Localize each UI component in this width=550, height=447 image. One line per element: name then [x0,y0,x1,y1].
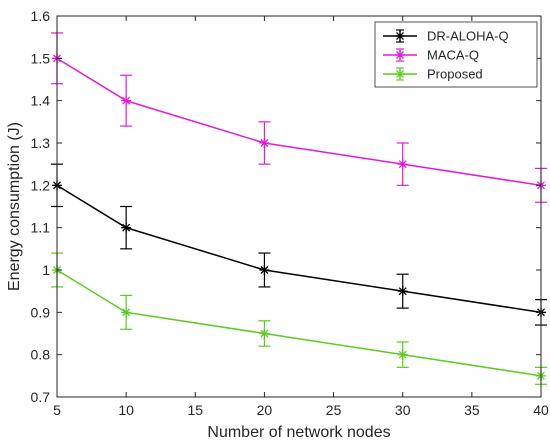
x-tick-label: 5 [53,402,61,418]
x-tick-label: 25 [326,402,342,418]
legend-marker [395,31,405,41]
legend-marker [395,69,405,79]
x-tick-label: 35 [464,402,480,418]
y-tick-label: 0.8 [31,347,51,363]
data-point [397,286,408,297]
legend-label: DR-ALOHA-Q [427,29,509,44]
data-point [259,138,270,148]
data-point [121,222,132,233]
y-tick-label: 1.2 [31,177,51,193]
y-tick-label: 1 [42,262,50,278]
y-tick-label: 1.6 [31,8,51,24]
legend-label: MACA-Q [427,48,479,63]
x-tick-label: 40 [533,402,549,418]
x-tick-label: 20 [257,402,273,418]
y-tick-label: 1.4 [31,93,51,109]
data-point [121,95,132,106]
legend-marker [395,50,405,60]
legend-entry: MACA-Q [383,48,479,63]
legend-label: Proposed [427,67,483,82]
data-point [121,307,132,318]
data-point [259,265,270,275]
data-point [397,349,408,360]
plot-frame [56,15,542,398]
x-tick-label: 15 [187,402,203,418]
legend-entry: DR-ALOHA-Q [383,29,509,44]
y-tick-label: 0.9 [31,304,51,320]
x-tick-label: 30 [395,402,411,418]
y-tick-label: 1.3 [31,135,51,151]
data-point [259,328,270,339]
data-point [397,159,408,170]
x-axis-label: Number of network nodes [207,424,390,441]
y-tick-label: 1.5 [31,50,51,66]
x-tick-label: 10 [118,402,134,418]
y-tick-label: 0.7 [31,389,51,405]
y-axis-label: Energy consumption (J) [6,122,23,291]
legend-entry: Proposed [383,67,483,82]
y-tick-label: 1.1 [31,220,51,236]
